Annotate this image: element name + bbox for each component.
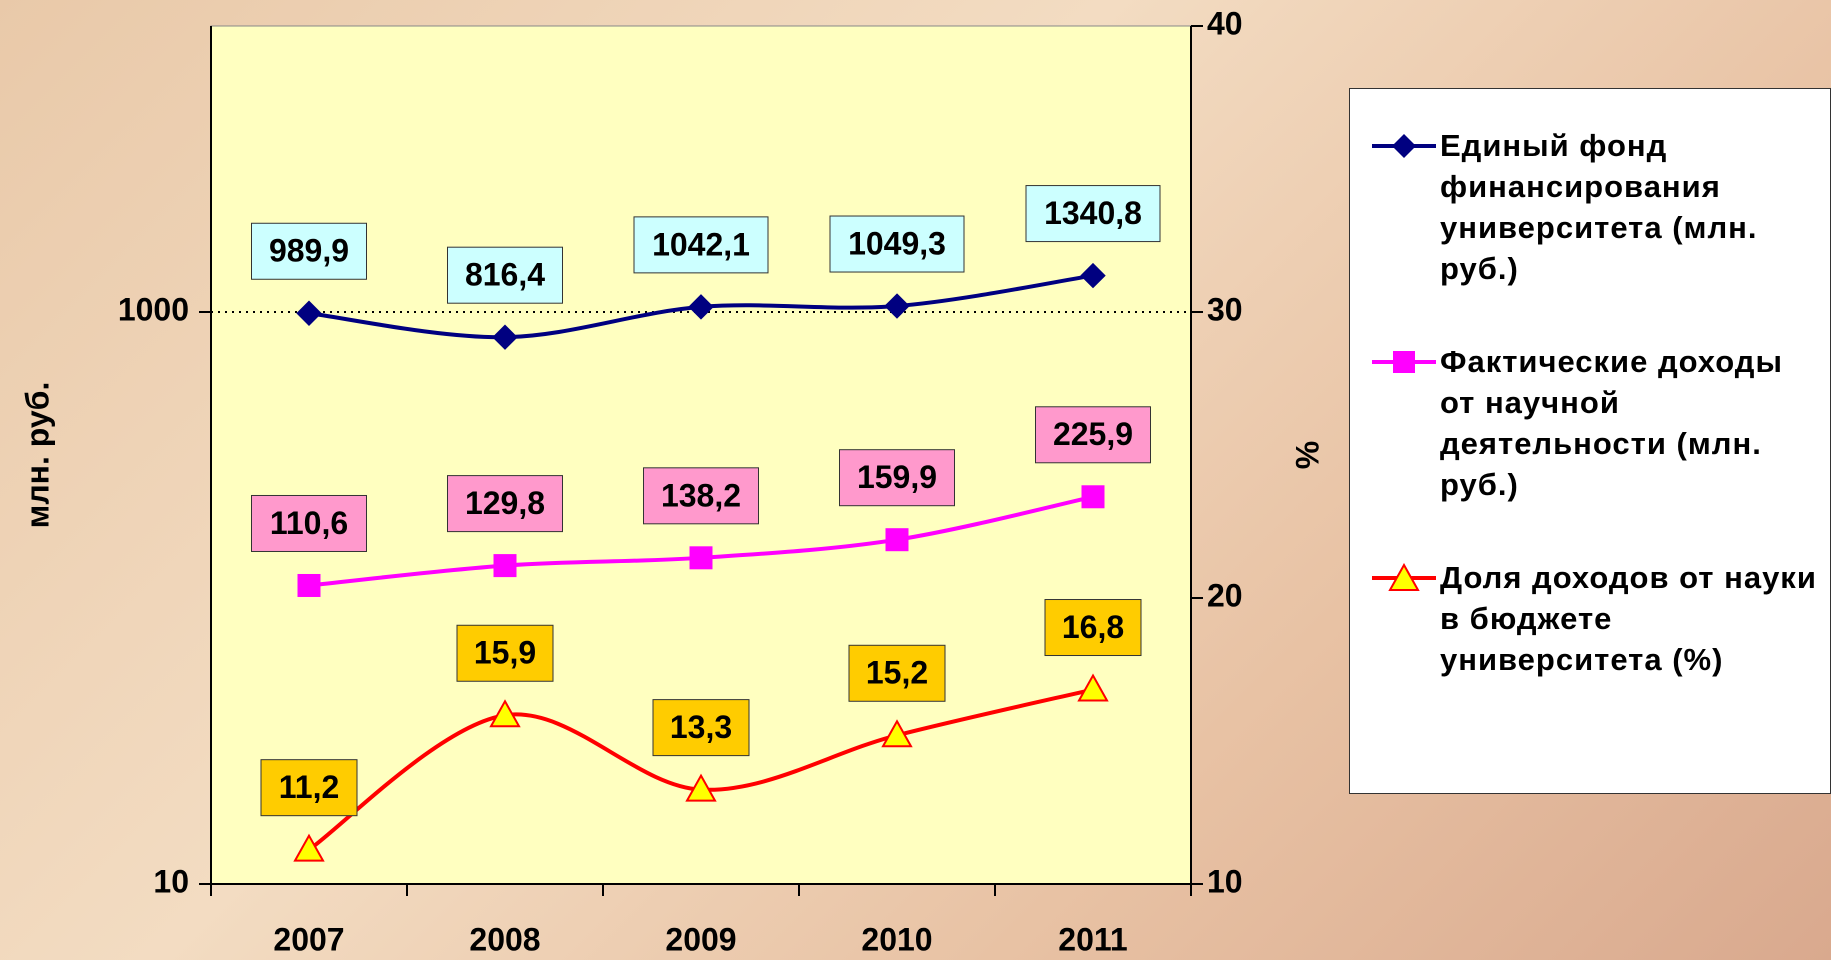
data-label: 989,9 [269, 233, 349, 269]
x-tick-label: 2009 [665, 921, 736, 957]
y2-tick-label: 40 [1207, 5, 1243, 41]
legend: Единый фонд финансирования университета … [1349, 88, 1831, 794]
data-label: 1340,8 [1044, 195, 1142, 231]
x-tick-label: 2010 [861, 921, 932, 957]
data-label: 15,9 [474, 635, 536, 671]
y-tick-label: 10 [153, 863, 189, 899]
x-tick-label: 2011 [1058, 921, 1127, 957]
x-tick-label: 2007 [273, 921, 344, 957]
legend-marker [1393, 351, 1415, 373]
data-label: 16,8 [1062, 609, 1124, 645]
legend-entry: Доля доходов от науки в бюджете универси… [1368, 557, 1820, 680]
data-label: 159,9 [857, 459, 937, 495]
data-label: 1049,3 [848, 225, 946, 261]
y2-tick-label: 30 [1207, 291, 1243, 327]
legend-entry: Фактические доходы от научной деятельнос… [1368, 341, 1820, 505]
legend-label: Доля доходов от науки в бюджете универси… [1440, 557, 1820, 680]
data-label: 129,8 [465, 485, 545, 521]
marker [690, 547, 712, 569]
legend-marker [1392, 134, 1416, 158]
data-label: 11,2 [279, 769, 340, 805]
data-label: 13,3 [670, 709, 732, 745]
x-tick-label: 2008 [469, 921, 540, 957]
data-label: 110,6 [270, 505, 348, 541]
y-tick-label: 1000 [118, 291, 189, 327]
y2-tick-label: 10 [1207, 863, 1243, 899]
page: млн. руб. % 10 1000 10 20 30 40 2007 2008 2009 20… [0, 0, 1831, 960]
legend-label: Единый фонд финансирования университета … [1440, 125, 1820, 289]
y-axis-label: млн. руб. [19, 382, 55, 529]
y2-tick-label: 20 [1207, 577, 1243, 613]
marker [1082, 486, 1104, 508]
data-label: 225,9 [1053, 416, 1133, 452]
legend-swatch [1368, 563, 1440, 593]
y2-axis-label: % [1289, 441, 1325, 469]
marker [298, 574, 320, 596]
marker [494, 555, 516, 577]
legend-swatch [1368, 347, 1440, 377]
data-label: 15,2 [866, 655, 928, 691]
data-label: 1042,1 [652, 226, 750, 262]
legend-swatch [1368, 131, 1440, 161]
data-label: 138,2 [661, 477, 741, 513]
data-label: 816,4 [465, 257, 545, 293]
legend-entry: Единый фонд финансирования университета … [1368, 125, 1820, 289]
legend-label: Фактические доходы от научной деятельнос… [1440, 341, 1820, 505]
marker [886, 529, 908, 551]
